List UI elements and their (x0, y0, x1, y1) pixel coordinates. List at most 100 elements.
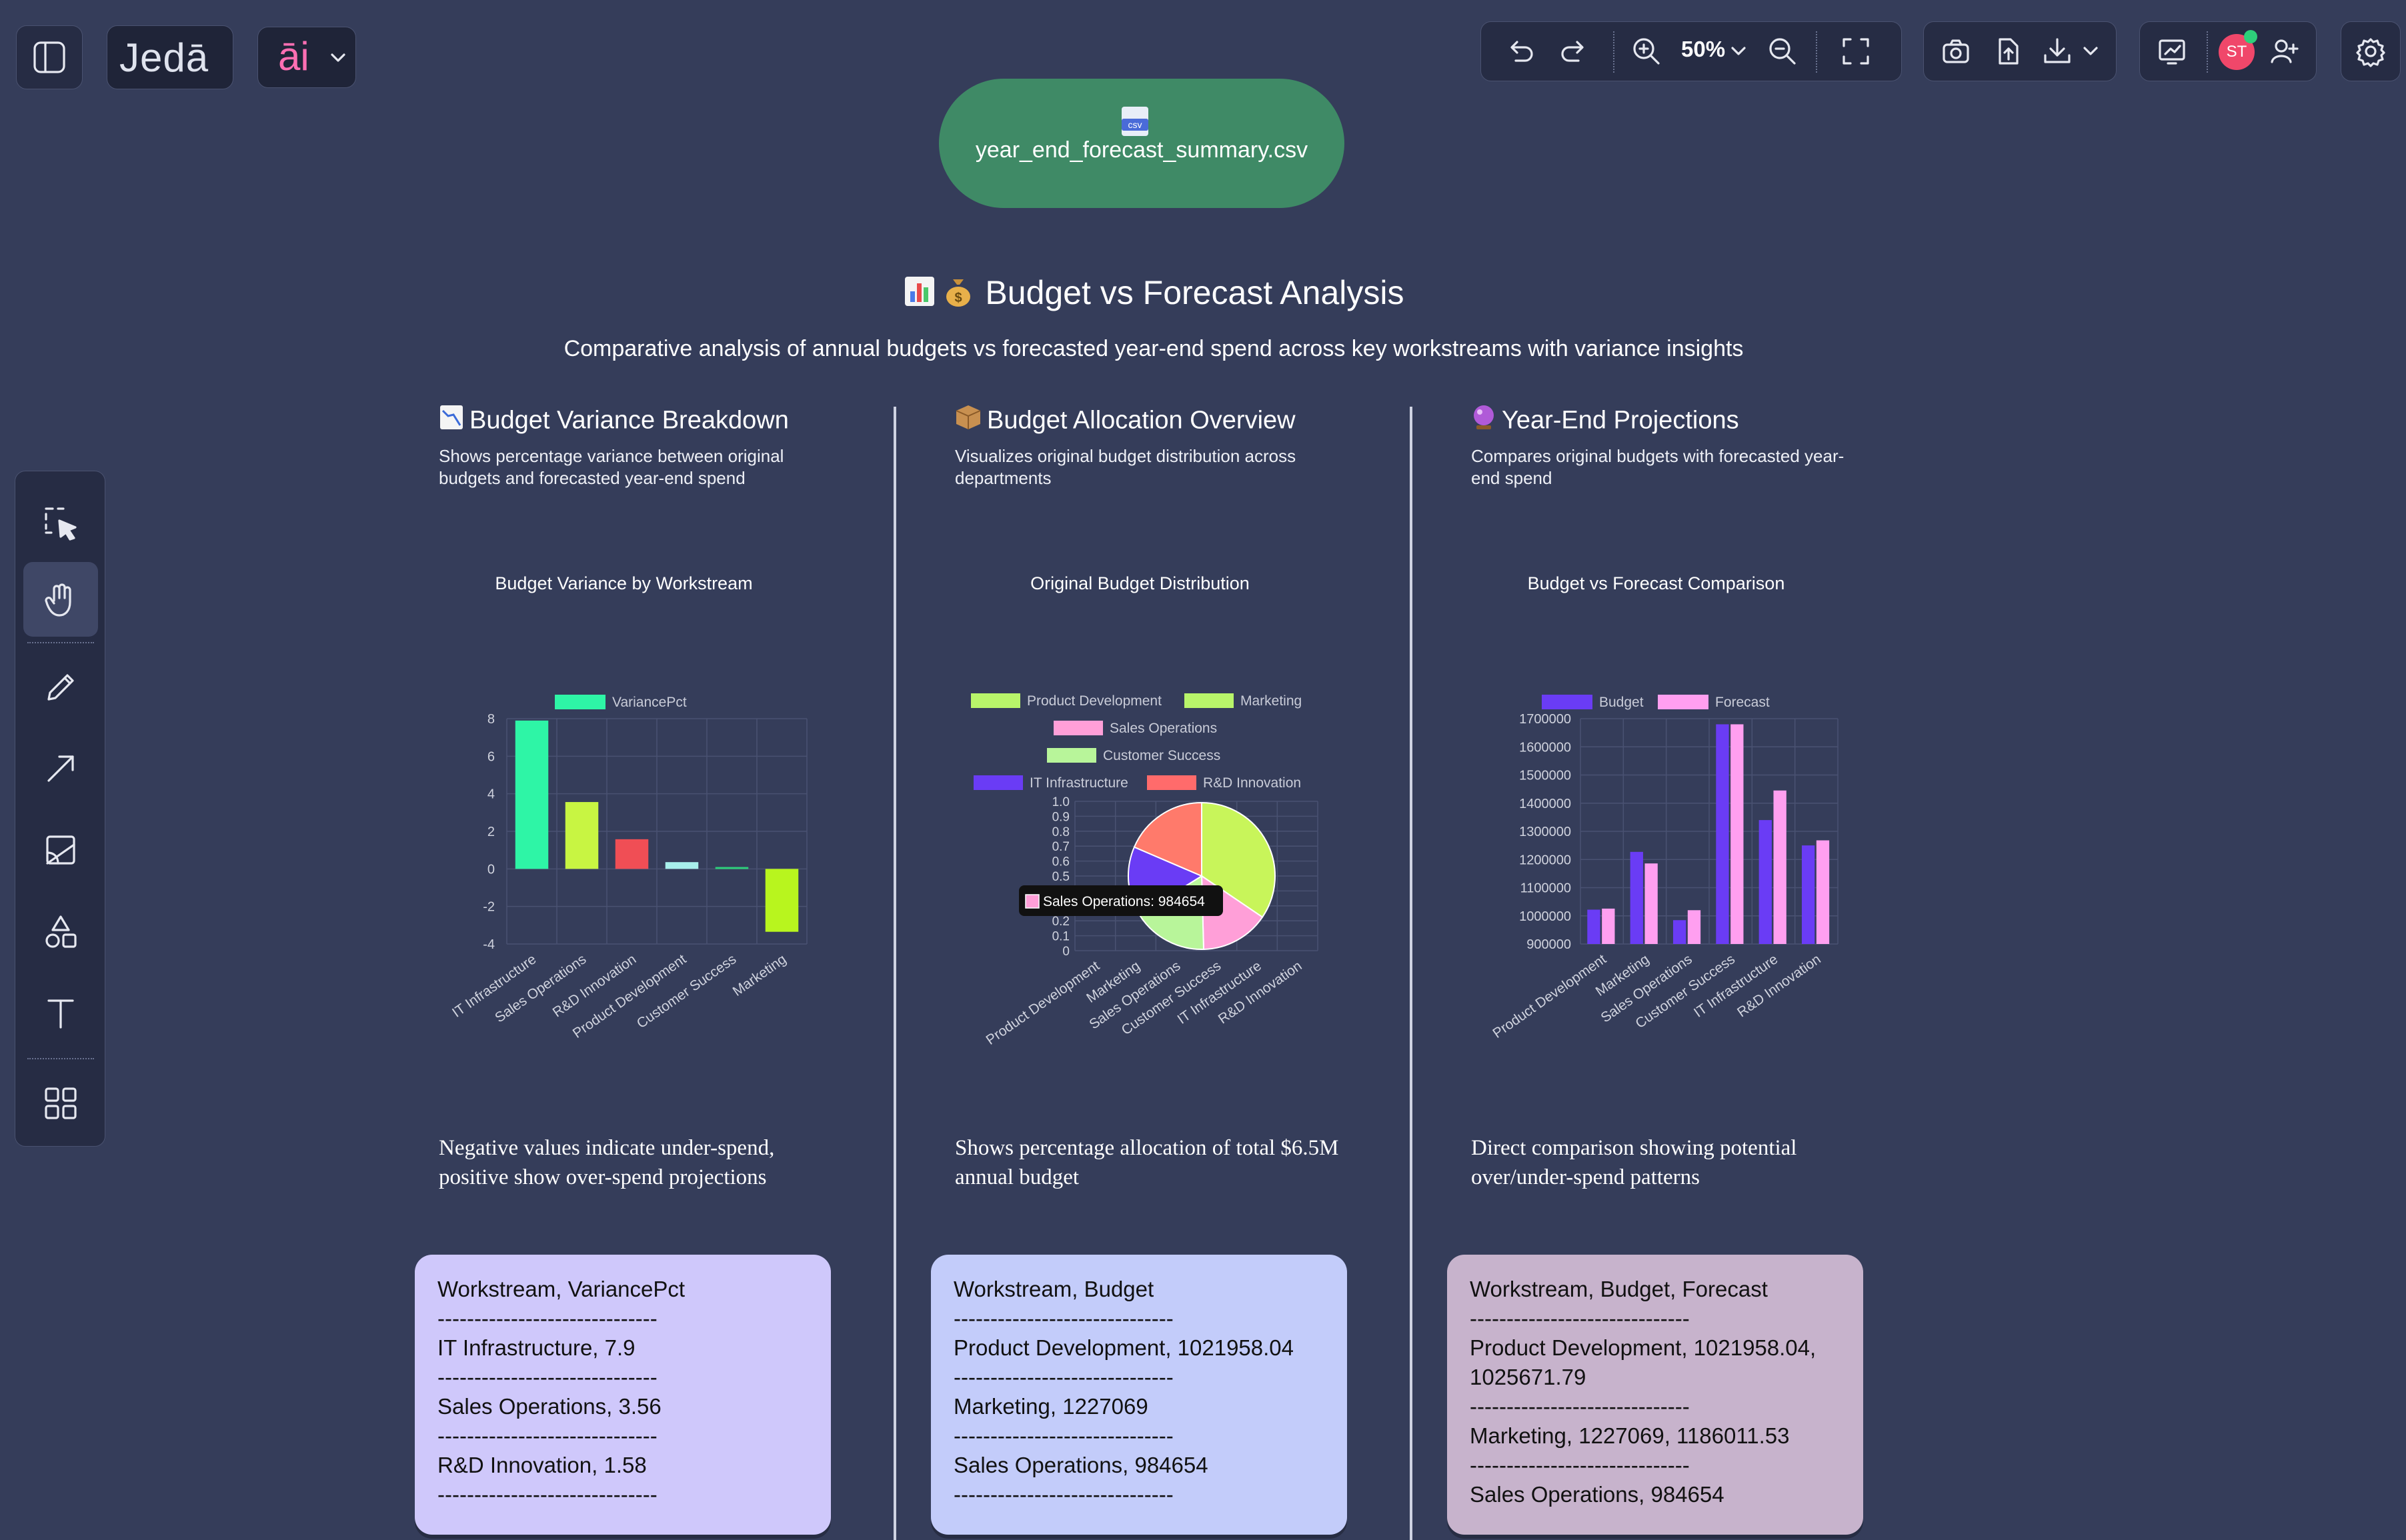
data-card: Workstream, VariancePct -----------------… (415, 1255, 831, 1535)
legend-label: Sales Operations (1110, 721, 1217, 736)
y-tick-label: 1100000 (1520, 881, 1571, 896)
bar (1816, 840, 1830, 944)
toolbar-divider (1816, 31, 1817, 73)
bar (1773, 790, 1786, 944)
chart-note: Shows percentage allocation of total $6.… (955, 1136, 1339, 1189)
legend-swatch (1184, 693, 1234, 708)
legend-label: Product Development (1027, 693, 1162, 709)
ai-menu-button[interactable]: āi (257, 27, 356, 88)
y-tick-label: 1600000 (1519, 740, 1571, 755)
y-tick-label: 0.9 (1052, 810, 1070, 824)
y-tick-label: 6 (487, 749, 495, 764)
sidebar-panel-icon (17, 26, 82, 89)
card-line: Workstream, VariancePct (437, 1277, 686, 1301)
report-title: Budget vs Forecast Analysis (985, 274, 1404, 311)
crystal-ball-icon (1471, 404, 1496, 437)
legend-swatch (555, 695, 606, 709)
upload-icon[interactable] (1988, 31, 2028, 71)
csv-badge: csv (1122, 119, 1148, 131)
card-line: Marketing, 1227069 (954, 1394, 1148, 1419)
bar (1730, 724, 1744, 944)
bar (515, 720, 549, 869)
arrow-tool[interactable] (23, 731, 98, 806)
text-tool[interactable] (23, 975, 98, 1050)
tooltip-box (1019, 885, 1223, 916)
y-tick-label: 1300000 (1519, 825, 1571, 839)
legend-swatch (974, 775, 1023, 790)
card-line: ------------------------------ (437, 1365, 658, 1389)
y-tick-label: 1200000 (1519, 853, 1571, 867)
fit-screen-icon[interactable] (1836, 31, 1876, 71)
zoom-in-icon[interactable] (1626, 31, 1666, 71)
y-tick-label: -4 (483, 937, 495, 952)
svg-text:$: $ (954, 291, 962, 305)
variance-bar-chart[interactable]: VariancePct 8 6 4 2 0 -2 -4IT InfrastructureSal… (427, 673, 840, 1073)
pen-tool[interactable] (23, 650, 98, 725)
avatar-initials: ST (2226, 43, 2247, 61)
report-subtitle: Comparative analysis of annual budgets v… (563, 336, 1744, 361)
zoom-level[interactable]: 50% (1681, 37, 1726, 61)
camera-icon[interactable] (1936, 31, 1976, 71)
chart-title: Budget vs Forecast Comparison (1527, 573, 1785, 593)
add-user-icon[interactable] (2264, 31, 2304, 71)
column-description: Shows percentage variance between origin… (439, 446, 784, 488)
card-line: ------------------------------ (437, 1423, 658, 1448)
y-tick-label: 1700000 (1519, 712, 1571, 727)
components-tool[interactable] (23, 1066, 98, 1141)
y-tick-label: 2 (487, 825, 495, 839)
column-divider (894, 407, 896, 1540)
zoom-chevron-icon[interactable] (1726, 39, 1750, 63)
package-icon (955, 404, 982, 437)
palette-divider (27, 1058, 94, 1059)
legend-swatch (1147, 775, 1196, 790)
zoom-out-icon[interactable] (1762, 31, 1802, 71)
gear-icon (2341, 22, 2400, 81)
y-tick-label: 0 (487, 862, 495, 877)
shape-tool[interactable] (23, 895, 98, 970)
column-title-text: Budget Allocation Overview (987, 406, 1296, 435)
column-title: Year-End Projections (1471, 404, 1739, 437)
column-description: Visualizes original budget distribution … (955, 446, 1296, 488)
redo-icon[interactable] (1553, 31, 1593, 71)
pencil-icon (47, 674, 74, 701)
bar (1602, 908, 1615, 944)
legend-label: Marketing (1240, 693, 1302, 709)
budget-pie-chart[interactable]: Product Development Marketing Sales Operat… (947, 673, 1360, 1073)
x-tick-label: Marketing (730, 951, 790, 999)
hand-tool[interactable] (23, 562, 98, 637)
budget-forecast-bar-chart[interactable]: Budget Forecast 1700000 1600000 1500000 14000… (1467, 673, 1881, 1073)
card-line: Product Development, 1021958.04 (954, 1335, 1294, 1360)
y-tick-label: 1.0 (1052, 795, 1070, 809)
present-icon[interactable] (2152, 31, 2192, 71)
y-tick-label: 0 (1062, 945, 1070, 959)
y-tick-label: 0.2 (1052, 915, 1070, 929)
y-tick-label: 0.6 (1052, 855, 1070, 869)
pie-slice (1133, 801, 1202, 877)
pie-slice (1201, 801, 1276, 919)
chart-down-icon (439, 404, 464, 437)
jeda-logo[interactable]: Jedā (107, 25, 233, 89)
column-description: Compares original budgets with forecaste… (1471, 446, 1845, 488)
card-line: ------------------------------ (437, 1306, 658, 1331)
column-divider (1410, 407, 1412, 1540)
bar (765, 869, 799, 932)
sidebar-toggle-button[interactable] (16, 25, 83, 89)
legend-swatch (1047, 748, 1096, 763)
download-chevron-icon[interactable] (2079, 39, 2103, 63)
tooltip-swatch (1025, 894, 1040, 909)
select-tool[interactable] (23, 486, 98, 561)
image-tool[interactable] (23, 813, 98, 887)
tooltip: Sales Operations: 984654 (1019, 885, 1223, 916)
card-line: ------------------------------ (1470, 1394, 1690, 1419)
card-line: Workstream, Budget, Forecast (1470, 1277, 1768, 1301)
palette-divider (27, 642, 94, 643)
legend-label: R&D Innovation (1203, 775, 1301, 791)
file-node[interactable]: csv year_end_forecast_summary.csv (939, 79, 1344, 208)
undo-icon[interactable] (1501, 31, 1541, 71)
download-icon[interactable] (2037, 31, 2077, 71)
settings-button[interactable] (2341, 21, 2401, 81)
legend-swatch (1542, 695, 1592, 709)
bar (565, 802, 599, 869)
column-title: Budget Variance Breakdown (439, 404, 789, 437)
text-icon (47, 999, 74, 1029)
